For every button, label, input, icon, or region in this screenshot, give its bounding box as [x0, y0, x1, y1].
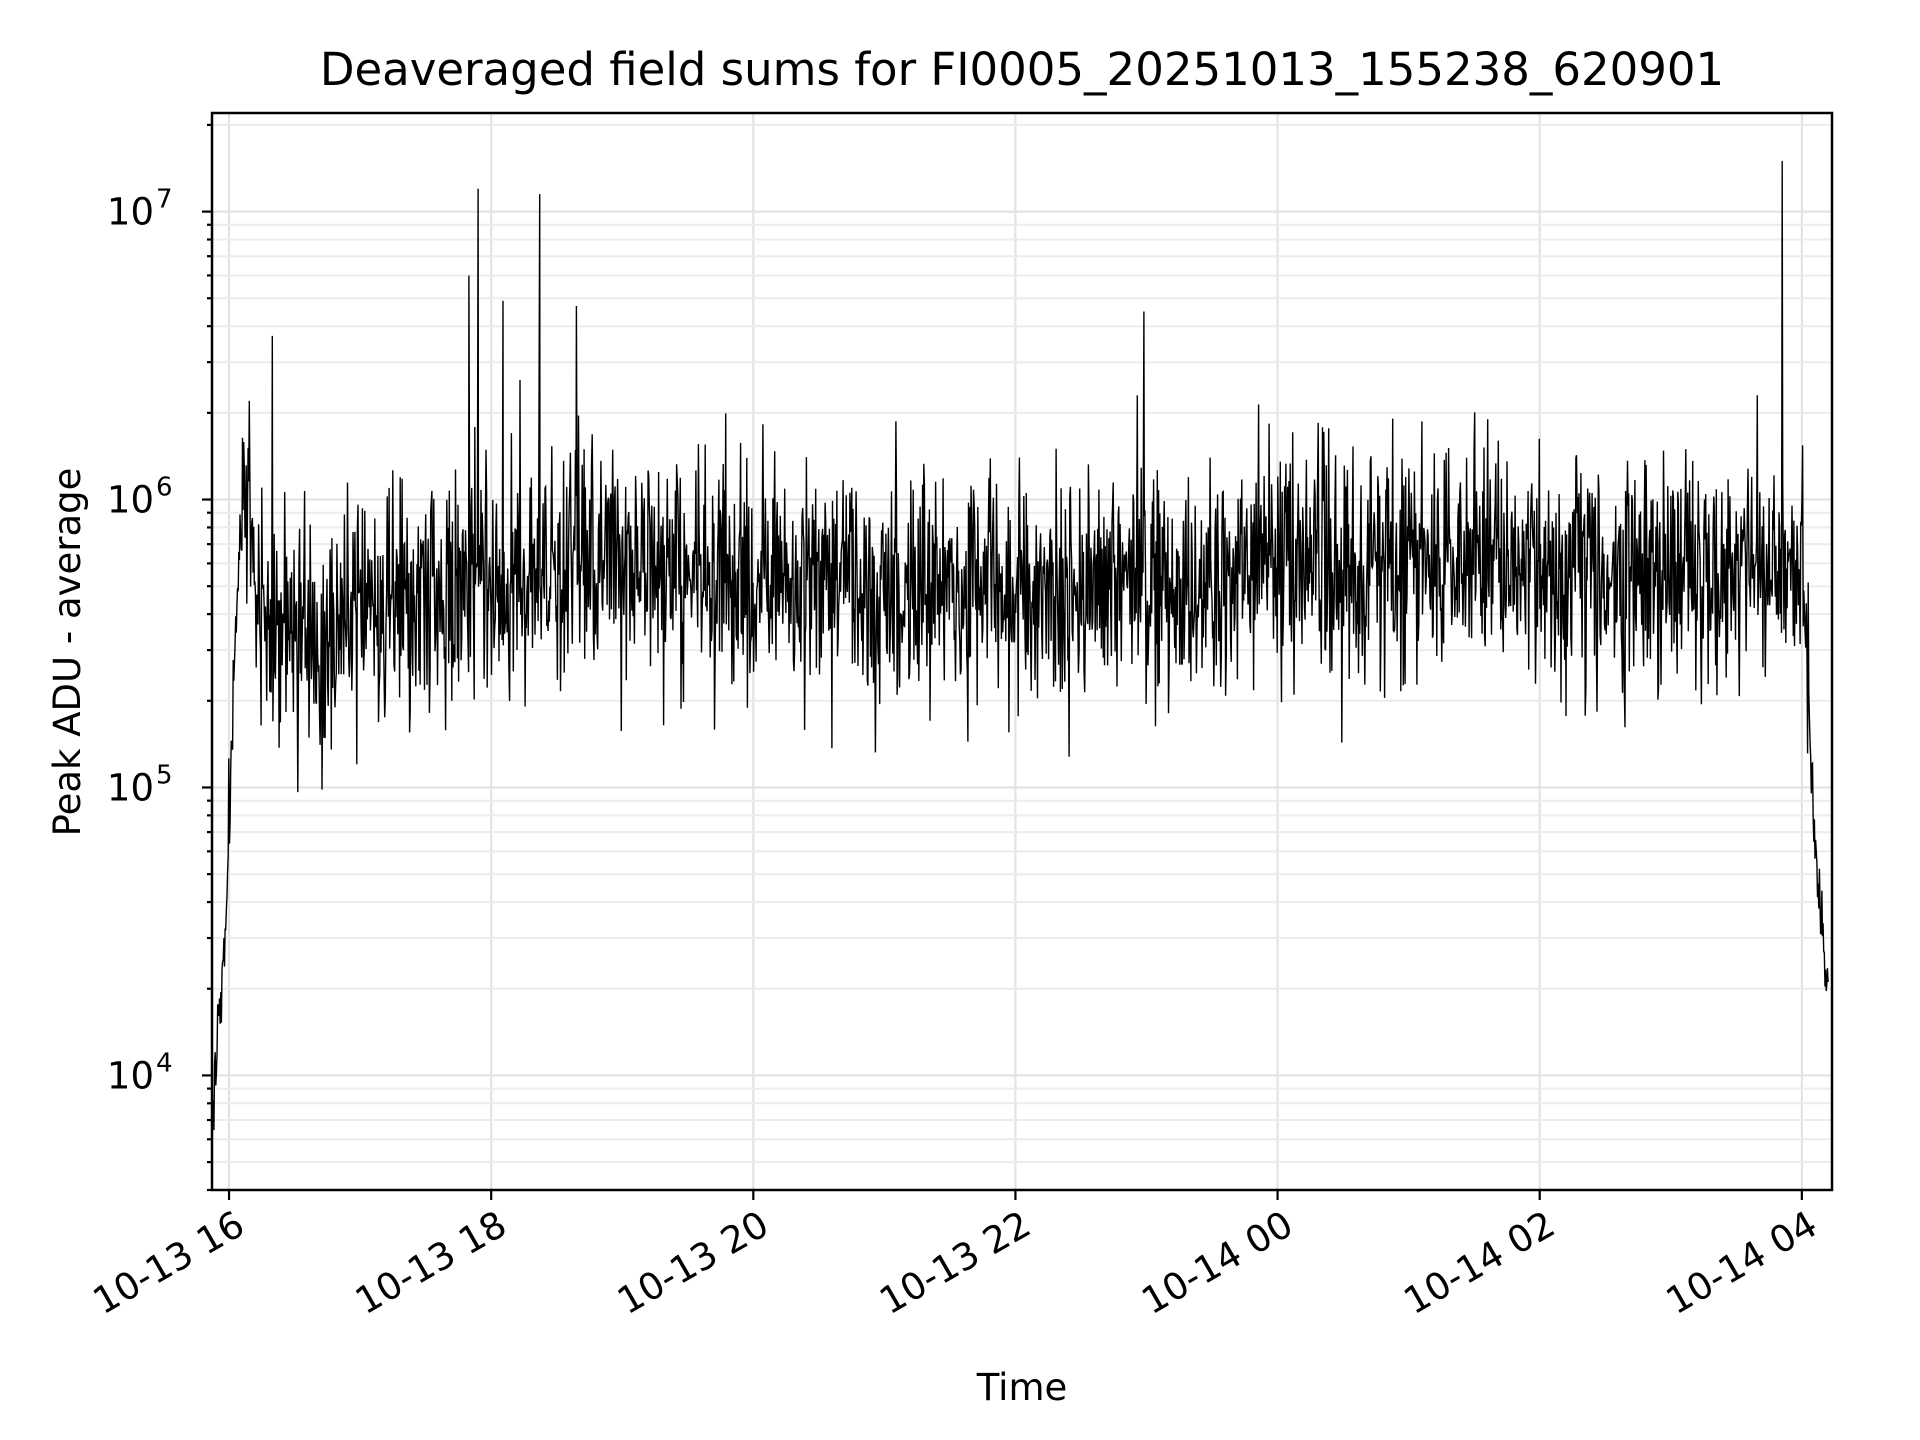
series-line — [212, 160, 1829, 1131]
plot-frame — [210, 111, 1834, 1192]
y-tick-exponent: 4 — [156, 1048, 173, 1078]
y-tick-label: 10 — [107, 191, 154, 234]
y-tick-label: 10 — [107, 479, 154, 522]
y-tick-exponent: 6 — [156, 473, 173, 503]
y-tick-exponent: 7 — [156, 185, 173, 215]
grid — [212, 113, 1832, 1191]
y-tick-label: 10 — [107, 766, 154, 809]
chart-title: Deaveraged field sums for FI0005_2025101… — [320, 43, 1724, 96]
y-tick-label: 10 — [107, 1054, 154, 1097]
y-tick-exponent: 5 — [156, 760, 173, 790]
x-axis-label: Time — [976, 1366, 1068, 1409]
y-axis-label: Peak ADU - average — [46, 468, 89, 837]
plot-series — [212, 160, 1829, 1131]
